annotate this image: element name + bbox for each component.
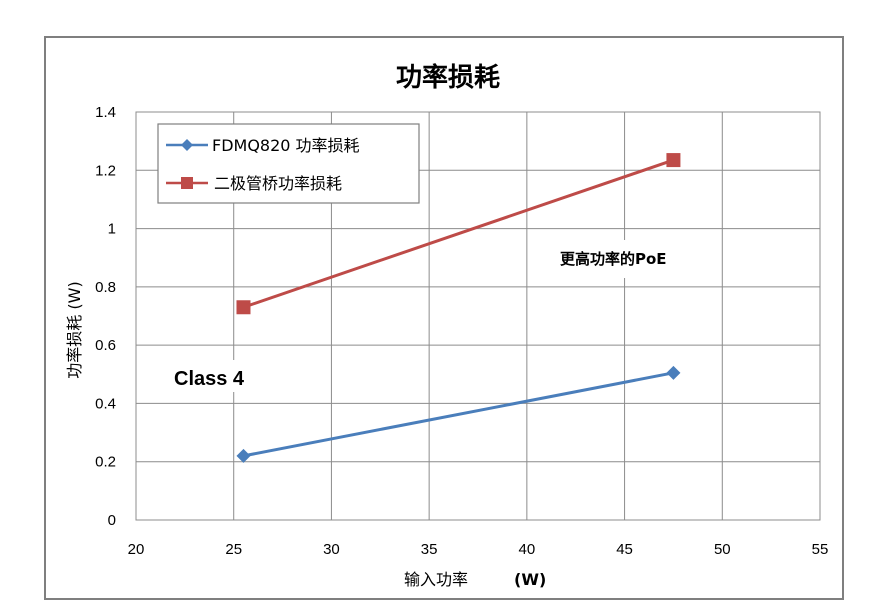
- annotation-higher-power-poe: 更高功率的PoE: [560, 250, 667, 268]
- legend: FDMQ820 功率损耗 二极管桥功率损耗: [157, 123, 420, 204]
- y-tick-label: 0.8: [95, 279, 116, 296]
- data-point-square: [236, 300, 251, 315]
- annotation-bg-class4: [165, 360, 265, 392]
- series-line-1: [242, 158, 674, 309]
- x-tick-label: 45: [616, 541, 633, 558]
- x-axis-ticks: 20 25 30 35 40 45 50 55: [128, 541, 829, 558]
- x-tick-label: 20: [128, 541, 145, 558]
- grid: [135, 111, 821, 521]
- annotation-bg-poe: [548, 240, 713, 278]
- chart-title: 功率损耗: [396, 62, 500, 93]
- y-axis-ticks: 0 0.2 0.4 0.6 0.8 1 1.2 1.4: [95, 104, 116, 529]
- x-tick-label: 25: [225, 541, 242, 558]
- data-point-diamond: [236, 448, 251, 463]
- series-line-0: [243, 371, 674, 458]
- legend-label-diode-bridge: 二极管桥功率损耗: [214, 174, 342, 193]
- legend-label-fdmq820: FDMQ820 功率损耗: [212, 136, 360, 155]
- y-tick-label: 1.4: [95, 104, 116, 121]
- y-tick-label: 0.4: [95, 395, 116, 412]
- x-axis-label-unit: (W): [514, 570, 546, 589]
- x-axis-label: 输入功率: [404, 570, 468, 589]
- y-tick-label: 0: [108, 512, 116, 529]
- legend-marker-diode-bridge: [181, 177, 193, 189]
- y-axis-label: 功率损耗 (W): [65, 281, 84, 378]
- legend-box: [157, 123, 420, 204]
- x-tick-label: 30: [323, 541, 340, 558]
- y-tick-label: 1: [108, 221, 116, 238]
- legend-marker-fdmq820: [181, 139, 193, 151]
- x-tick-label: 50: [714, 541, 731, 558]
- annotation-class-4: Class 4: [174, 368, 245, 390]
- data-point-square: [666, 153, 681, 168]
- x-tick-label: 40: [519, 541, 536, 558]
- y-tick-label: 1.2: [95, 162, 116, 179]
- series: [236, 153, 681, 463]
- x-tick-label: 55: [812, 541, 829, 558]
- y-tick-label: 0.2: [95, 454, 116, 471]
- x-tick-label: 35: [421, 541, 438, 558]
- data-point-diamond: [666, 365, 681, 380]
- y-tick-label: 0.6: [95, 337, 116, 354]
